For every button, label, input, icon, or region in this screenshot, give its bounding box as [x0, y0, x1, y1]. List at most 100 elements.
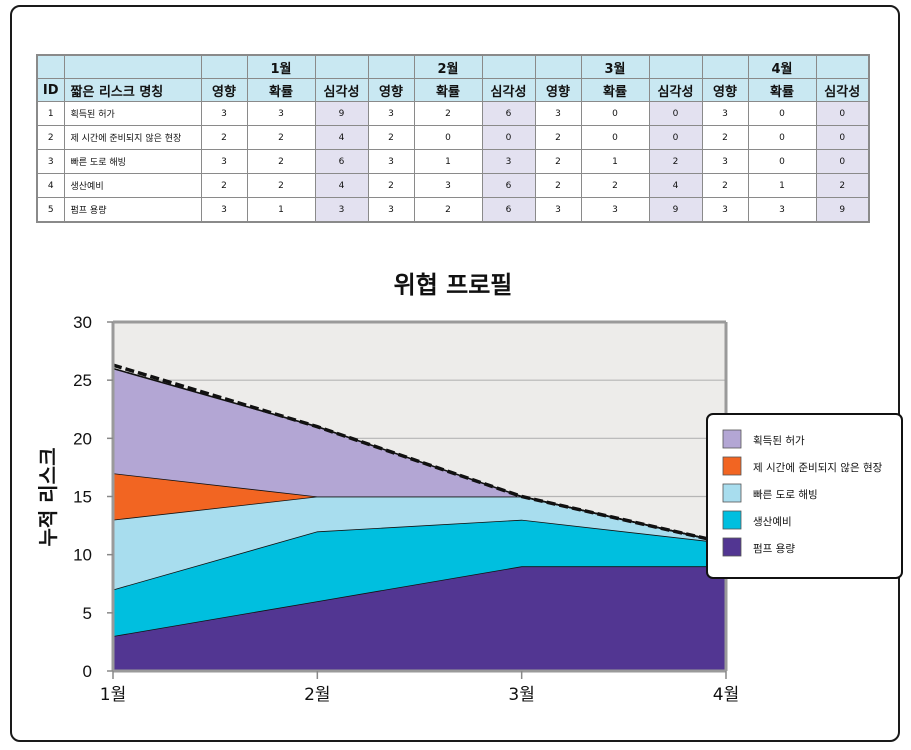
name-header: 짧은 리스크 명칭	[63, 78, 202, 102]
severity-cell: 2	[815, 173, 870, 198]
month-header-2: 2월	[413, 54, 483, 79]
impact-cell: 2	[534, 125, 582, 150]
probability-cell: 2	[413, 197, 483, 223]
severity-cell: 6	[314, 149, 369, 174]
severity-cell: 9	[815, 197, 870, 223]
chart-title: 위협 프로필	[394, 271, 513, 299]
table-row: 5 펌프 용량 3 1 3 3 2 6 3 3 9 3 3 9	[36, 197, 870, 223]
severity-cell: 0	[815, 125, 870, 150]
trend-line	[112, 363, 727, 545]
severity-cell: 4	[314, 173, 369, 198]
legend-label: 빠른 도로 해빙	[753, 488, 818, 501]
impact-cell: 2	[701, 173, 749, 198]
impact-cell: 3	[701, 197, 749, 223]
y-tick-label: 0	[83, 662, 92, 681]
severity-cell: 9	[314, 101, 369, 126]
legend-swatch	[722, 537, 742, 557]
severity-cell: 0	[481, 125, 536, 150]
risk-name-cell: 생산예비	[63, 173, 202, 198]
y-tick-label: 15	[73, 488, 92, 507]
severity-cell: 0	[815, 101, 870, 126]
legend-box	[706, 413, 903, 579]
probability-cell: 0	[580, 101, 650, 126]
legend-label: 생산예비	[753, 515, 792, 528]
legend-swatch	[722, 429, 742, 449]
x-tick-label: 4월	[713, 685, 739, 705]
probability-cell: 1	[413, 149, 483, 174]
probability-cell: 2	[246, 149, 316, 174]
probability-cell: 2	[246, 173, 316, 198]
impact-cell: 2	[200, 125, 248, 150]
header-blank-cell	[815, 54, 870, 79]
risk-id-cell: 2	[36, 125, 65, 150]
impact-cell: 3	[200, 197, 248, 223]
impact-cell: 2	[534, 173, 582, 198]
impact-header: 영향	[534, 78, 582, 102]
probability-cell: 3	[246, 101, 316, 126]
table-row: 1 획득된 허가 3 3 9 3 2 6 3 0 0 3 0 0	[36, 101, 870, 126]
impact-cell: 2	[534, 149, 582, 174]
header-blank-cell	[701, 54, 749, 79]
severity-header: 심각성	[815, 78, 870, 102]
area-series-2	[113, 519, 726, 637]
x-tick-label: 3월	[508, 685, 534, 705]
impact-cell: 3	[367, 197, 415, 223]
severity-cell: 4	[314, 125, 369, 150]
header-blank-cell	[314, 54, 369, 79]
risk-table: 1월 2월 3월 4월 ID 짧은 리스크 명칭 영향 확률 심각성 영향 확률 심각성 영향 확률 심각성…	[36, 54, 870, 223]
probability-cell: 1	[246, 197, 316, 223]
id-header: ID	[36, 78, 65, 102]
impact-cell: 2	[367, 173, 415, 198]
y-tick-label: 25	[73, 371, 92, 390]
x-tick-label: 1월	[100, 685, 126, 705]
month-header-3: 3월	[580, 54, 650, 79]
area-series-line-2	[112, 518, 727, 591]
probability-cell: 0	[747, 125, 817, 150]
table-row: 4 생산예비 2 2 4 2 3 6 2 2 4 2 1 2	[36, 173, 870, 198]
table-row: 3 빠른 도로 해빙 3 2 6 3 1 3 2 1 2 3 0 0	[36, 149, 870, 174]
header-blank-cell	[36, 54, 65, 79]
probability-cell: 1	[747, 173, 817, 198]
header-blank-cell	[367, 54, 415, 79]
impact-cell: 3	[534, 197, 582, 223]
risk-name-cell: 펌프 용량	[63, 197, 202, 223]
probability-cell: 3	[413, 173, 483, 198]
impact-header: 영향	[200, 78, 248, 102]
probability-header: 확률	[246, 78, 316, 102]
legend-swatch	[722, 510, 742, 530]
header-blank-cell	[481, 54, 536, 79]
impact-cell: 3	[200, 101, 248, 126]
impact-cell: 3	[200, 149, 248, 174]
probability-cell: 2	[580, 173, 650, 198]
severity-cell: 0	[648, 101, 703, 126]
impact-cell: 2	[200, 173, 248, 198]
area-series-1	[113, 566, 726, 671]
risk-id-cell: 1	[36, 101, 65, 126]
severity-cell: 9	[648, 197, 703, 223]
table-header-months: 1월 2월 3월 4월	[36, 54, 870, 79]
y-tick-label: 30	[73, 313, 92, 332]
probability-cell: 1	[580, 149, 650, 174]
impact-cell: 3	[701, 101, 749, 126]
y-tick-label: 5	[83, 604, 92, 623]
y-tick-label: 20	[73, 429, 92, 448]
severity-cell: 3	[314, 197, 369, 223]
severity-cell: 3	[481, 149, 536, 174]
probability-cell: 0	[413, 125, 483, 150]
legend-swatch	[722, 456, 742, 476]
legend-label: 펌프 용량	[753, 543, 795, 555]
probability-cell: 0	[747, 149, 817, 174]
header-blank-cell	[648, 54, 703, 79]
impact-header: 영향	[701, 78, 749, 102]
legend-swatch	[722, 483, 742, 503]
severity-cell: 6	[481, 173, 536, 198]
legend-label: 제 시간에 준비되지 않은 현장	[753, 462, 883, 474]
legend-label: 획득된 허가	[753, 435, 805, 447]
severity-cell: 0	[648, 125, 703, 150]
x-tick-label: 2월	[304, 685, 330, 705]
month-header-4: 4월	[747, 54, 817, 79]
probability-cell: 3	[747, 197, 817, 223]
severity-cell: 6	[481, 197, 536, 223]
risk-name-cell: 빠른 도로 해빙	[63, 149, 202, 174]
